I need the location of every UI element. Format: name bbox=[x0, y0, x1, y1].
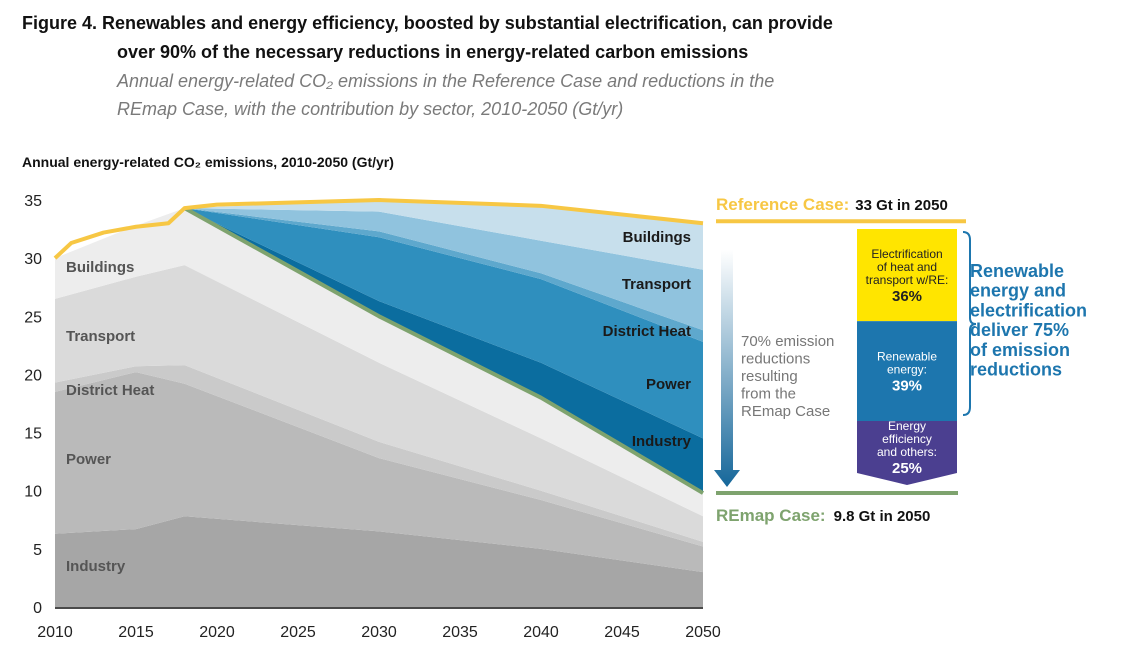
x-tick-label: 2040 bbox=[523, 624, 559, 641]
sector-label: Buildings bbox=[66, 259, 134, 276]
arrow-note: REmap Case bbox=[741, 403, 830, 420]
y-tick-label: 20 bbox=[24, 367, 42, 384]
arrow-note: from the bbox=[741, 386, 796, 403]
sector-area bbox=[55, 516, 703, 607]
reduction-area bbox=[184, 208, 704, 331]
reduction-area bbox=[184, 208, 704, 439]
sector-label: Industry bbox=[66, 558, 126, 575]
chart-subtitle: REmap Case, with the contribution by sec… bbox=[117, 99, 623, 119]
x-tick-label: 2020 bbox=[199, 624, 235, 641]
x-tick-label: 2030 bbox=[361, 624, 397, 641]
remap-line bbox=[183, 206, 705, 495]
sector-area bbox=[55, 265, 703, 542]
sector-label: Transport bbox=[66, 328, 135, 345]
breakdown-value: 36% bbox=[892, 288, 922, 305]
reduction-area bbox=[184, 200, 704, 270]
breakdown-box bbox=[857, 321, 957, 421]
summary-text: reductions bbox=[970, 360, 1062, 380]
breakdown-label: and others: bbox=[877, 445, 937, 459]
sector-label: District Heat bbox=[66, 382, 154, 399]
summary-text: deliver 75% bbox=[970, 320, 1069, 340]
sector-area bbox=[55, 365, 703, 547]
breakdown-label: Energy bbox=[888, 419, 926, 433]
y-tick-label: 5 bbox=[33, 542, 42, 559]
reduction-label: Transport bbox=[622, 276, 691, 293]
x-tick-label: 2050 bbox=[685, 624, 721, 641]
reference-line bbox=[53, 198, 704, 260]
y-tick-label: 25 bbox=[24, 309, 42, 326]
x-tick-label: 2045 bbox=[604, 624, 640, 641]
breakdown-label: Electrification bbox=[871, 247, 942, 261]
y-tick-label: 35 bbox=[24, 193, 42, 210]
breakdown-label: of heat and bbox=[877, 260, 937, 274]
chart-subtitle: Annual energy-related CO₂ emissions in t… bbox=[116, 71, 774, 91]
sector-area bbox=[55, 372, 703, 573]
sector-area bbox=[55, 208, 703, 517]
sector-label: Power bbox=[66, 451, 111, 468]
reduction-label: District Heat bbox=[603, 323, 691, 340]
arrow-note: resulting bbox=[741, 368, 798, 385]
x-tick-label: 2010 bbox=[37, 624, 73, 641]
arrow-note: reductions bbox=[741, 351, 810, 368]
reduction-label: Industry bbox=[632, 433, 692, 450]
y-tick-label: 0 bbox=[33, 600, 42, 617]
x-tick-label: 2015 bbox=[118, 624, 154, 641]
x-tick-label: 2025 bbox=[280, 624, 316, 641]
breakdown-value: 39% bbox=[892, 378, 922, 395]
x-tick-label: 2035 bbox=[442, 624, 478, 641]
brace bbox=[962, 231, 977, 416]
breakdown-value: 25% bbox=[892, 460, 922, 477]
arrow-note: 70% emission bbox=[741, 333, 834, 350]
breakdown-box bbox=[857, 229, 957, 322]
chart-title: Figure 4. Renewables and energy efficien… bbox=[22, 13, 833, 33]
y-tick-label: 10 bbox=[24, 484, 42, 501]
y-tick-label: 30 bbox=[24, 251, 42, 268]
breakdown-box bbox=[857, 421, 957, 485]
reduction-label: Power bbox=[646, 376, 691, 393]
summary-text: energy and bbox=[970, 281, 1066, 301]
reference-note: 33 Gt in 2050 bbox=[855, 197, 948, 214]
breakdown-label: energy: bbox=[887, 363, 927, 377]
remap-label: REmap Case: bbox=[716, 506, 826, 525]
y-tick-label: 15 bbox=[24, 426, 42, 443]
breakdown-label: Renewable bbox=[877, 350, 937, 364]
reduction-arrow bbox=[714, 250, 740, 487]
summary-text: Renewable bbox=[970, 261, 1064, 281]
breakdown-label: efficiency bbox=[882, 432, 932, 446]
summary-text: electrification bbox=[970, 300, 1087, 320]
reference-label: Reference Case: bbox=[716, 195, 849, 214]
breakdown-label: transport w/RE: bbox=[866, 273, 949, 287]
y-axis-title: Annual energy-related CO₂ emissions, 201… bbox=[22, 154, 394, 170]
chart-title: over 90% of the necessary reductions in … bbox=[117, 42, 748, 62]
reduction-label: Buildings bbox=[623, 229, 691, 246]
summary-text: of emission bbox=[970, 340, 1070, 360]
remap-note: 9.8 Gt in 2050 bbox=[834, 508, 931, 525]
